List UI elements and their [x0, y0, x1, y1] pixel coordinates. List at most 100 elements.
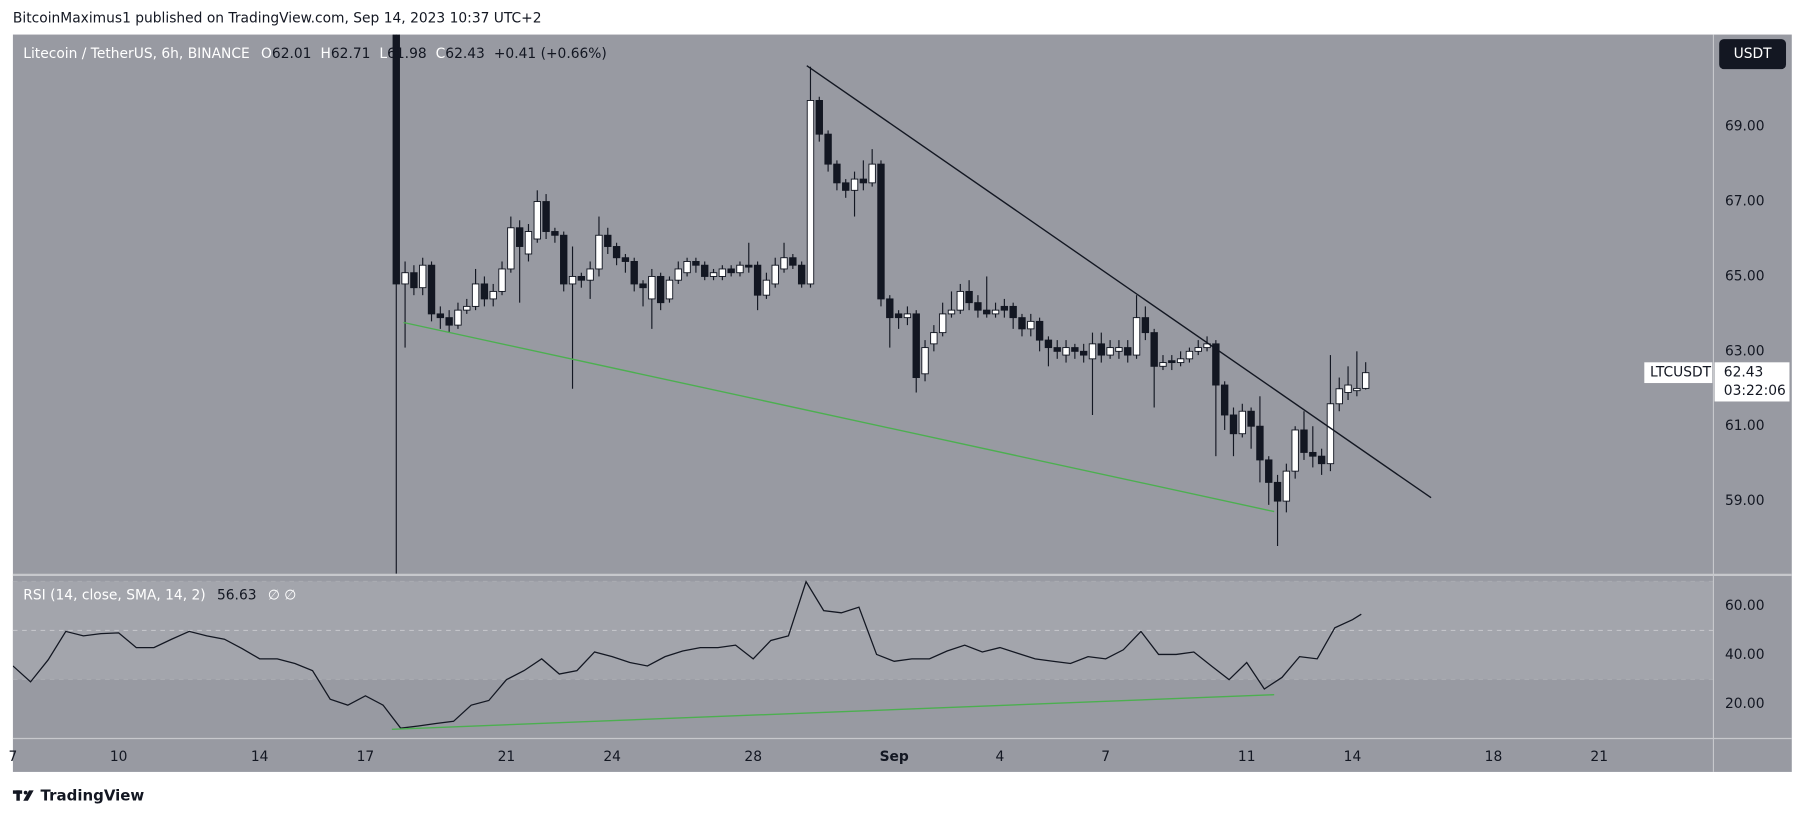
candle-body — [1035, 320, 1044, 341]
candle-body — [921, 347, 929, 375]
candle-body — [947, 309, 956, 315]
y-tick-label: 63.00 — [1725, 343, 1765, 359]
candle-body — [753, 264, 762, 296]
y-tick-label: 40.00 — [1725, 647, 1765, 663]
ohlc-label: H — [320, 46, 330, 62]
candle-body — [797, 264, 806, 285]
candle-body — [480, 283, 489, 300]
rsi-value: 56.63 — [217, 588, 257, 604]
y-tick-label: 59.00 — [1725, 493, 1765, 509]
candle-body — [1159, 362, 1167, 367]
candle-body — [1062, 347, 1070, 356]
price-change: +0.41 (+0.66%) — [494, 46, 607, 62]
candle-body — [419, 264, 427, 289]
y-tick-label: 69.00 — [1725, 119, 1765, 135]
candle-body — [551, 231, 559, 236]
x-tick-label: 11 — [1238, 749, 1256, 765]
rsi-title: RSI (14, close, SMA, 14, 2) — [23, 588, 205, 604]
ohlc-value: 61.98 — [387, 46, 427, 62]
candle-body — [789, 257, 797, 266]
ohlc-label: C — [436, 46, 446, 62]
candle-body — [471, 283, 480, 307]
candle-body — [912, 313, 920, 379]
x-tick-label: 4 — [996, 749, 1005, 765]
candle-body — [965, 290, 973, 304]
candle-body — [886, 298, 894, 319]
candle-body — [1009, 305, 1017, 319]
x-tick-label: 14 — [1344, 749, 1362, 765]
candle-body — [938, 313, 947, 334]
candle-body — [771, 264, 779, 285]
price-tag-countdown: 03:22:06 — [1724, 383, 1786, 399]
candle-body — [1300, 429, 1308, 453]
candle-body — [1361, 372, 1370, 389]
candle-body — [489, 290, 497, 300]
candle-body — [445, 317, 453, 326]
candle-body — [1053, 347, 1061, 352]
candle-body — [1018, 317, 1026, 330]
candle-body — [833, 163, 841, 184]
candle-body — [709, 272, 718, 277]
currency-button[interactable] — [1719, 39, 1787, 70]
candle-body — [718, 268, 727, 277]
candle-body — [1353, 387, 1361, 392]
candle-body — [894, 313, 903, 319]
candle-body — [436, 313, 445, 319]
candle-body — [1000, 305, 1009, 311]
candle-body — [1141, 317, 1150, 334]
candle-body — [568, 275, 577, 285]
y-tick-label: 67.00 — [1725, 194, 1765, 210]
candle-body — [639, 283, 647, 289]
candle-body — [1132, 317, 1141, 356]
publish-header: BitcoinMaximus1 published on TradingView… — [13, 10, 542, 26]
candle-body — [1115, 347, 1123, 352]
candle-body — [762, 279, 771, 296]
candle-body — [859, 178, 868, 184]
candle-body — [1212, 343, 1220, 386]
candle-body — [665, 279, 674, 300]
candle-body — [974, 302, 982, 311]
candle-body — [1317, 455, 1326, 465]
candle-body — [577, 275, 586, 281]
y-tick-label: 60.00 — [1725, 598, 1765, 614]
symbol-title: Litecoin / TetherUS, 6h, BINANCE — [23, 46, 249, 62]
candle-body — [1185, 350, 1194, 360]
ohlc-label: L — [379, 46, 387, 62]
x-tick-label: 24 — [603, 749, 621, 765]
x-tick-label: 21 — [498, 749, 516, 765]
candle-body — [1273, 481, 1282, 502]
trendline — [403, 321, 1275, 513]
candle-body — [1027, 320, 1035, 330]
x-tick-label: 7 — [9, 749, 18, 765]
rsi-legend: RSI (14, close, SMA, 14, 2) 56.63 ∅ ∅ — [23, 588, 296, 604]
candle-body — [1150, 332, 1158, 367]
footer-brand: TradingView — [41, 787, 145, 805]
price-tag — [1714, 362, 1790, 402]
candle-body — [1335, 388, 1343, 405]
candle-body — [701, 264, 709, 277]
y-tick-label: 61.00 — [1725, 418, 1765, 434]
x-tick-label: 7 — [1101, 749, 1110, 765]
candle-body — [842, 182, 850, 191]
ohlc-value: 62.71 — [331, 46, 371, 62]
candle-body — [392, 34, 400, 285]
x-tick-label: 18 — [1485, 749, 1503, 765]
ohlc-label: O — [261, 46, 272, 62]
currency-label[interactable]: USDT — [1734, 46, 1773, 62]
tradingview-logo — [12, 790, 34, 801]
candle-body — [1220, 384, 1229, 416]
rsi-placeholders: ∅ ∅ — [268, 588, 296, 604]
candle-body — [542, 201, 550, 232]
candle-body — [1044, 339, 1053, 349]
candle-body — [850, 178, 859, 191]
candle-body — [621, 257, 630, 262]
x-tick-label: 28 — [744, 749, 762, 765]
candle-body — [780, 257, 788, 270]
candle-body — [595, 234, 603, 270]
candle-body — [1247, 410, 1255, 427]
candle-body — [956, 290, 964, 311]
candle-body — [1282, 470, 1291, 502]
candle-body — [903, 313, 912, 319]
candle-body — [1194, 347, 1202, 352]
